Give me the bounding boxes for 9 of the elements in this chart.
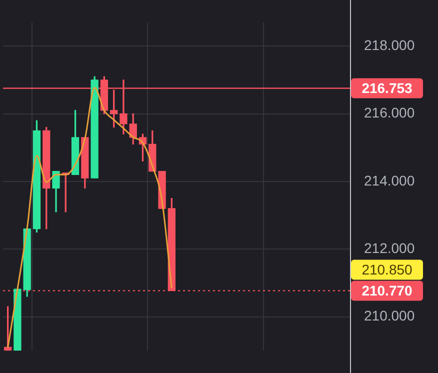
- y-tick-label: 218.000: [364, 36, 415, 53]
- y-tick-label: 210.000: [364, 308, 415, 324]
- ref-line-label: 210.770: [362, 282, 413, 299]
- y-tick-label: 212.000: [364, 240, 415, 256]
- y-tick-label: 216.000: [364, 104, 415, 121]
- y-tick-label: 214.000: [364, 172, 415, 188]
- text: 210.850: [362, 262, 413, 278]
- candlestick: [14, 288, 22, 351]
- ref-line-label: 216.753: [362, 80, 413, 96]
